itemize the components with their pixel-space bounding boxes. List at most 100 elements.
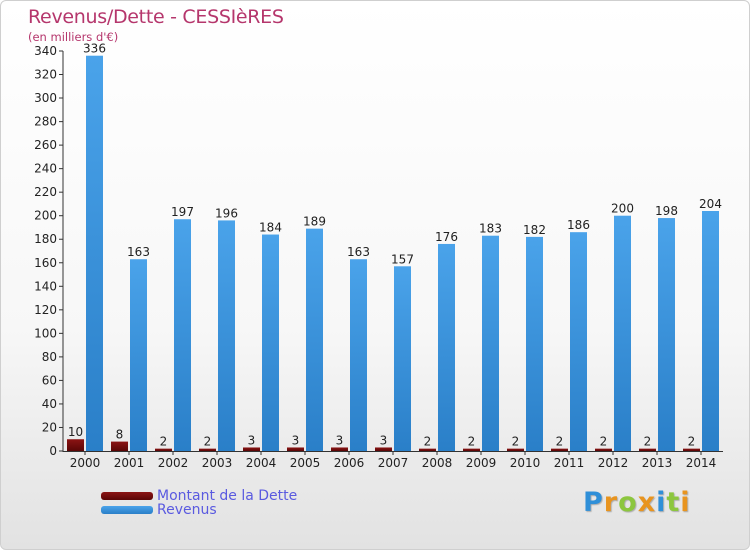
data-label-dette: 2 — [600, 435, 608, 449]
x-tick-label: 2005 — [290, 456, 321, 470]
data-label-dette: 3 — [336, 433, 344, 447]
x-tick-label: 2007 — [378, 456, 409, 470]
data-label-revenus: 189 — [303, 215, 326, 229]
bar-dette — [683, 448, 700, 451]
logo-letter: i — [680, 487, 691, 518]
legend-label-dette: Montant de la Dette — [157, 488, 298, 504]
data-label-dette: 2 — [424, 435, 432, 449]
y-tick-label: 280 — [34, 115, 57, 129]
logo-letter: t — [666, 487, 681, 518]
x-tick-label: 2009 — [466, 456, 497, 470]
y-tick-label: 100 — [34, 326, 57, 340]
proxiti-logo: P r o x i t i — [583, 487, 691, 518]
bar-dette — [463, 448, 480, 451]
x-tick-label: 2002 — [158, 456, 189, 470]
data-label-dette: 2 — [556, 435, 564, 449]
data-label-dette: 10 — [68, 425, 83, 439]
x-tick-label: 2008 — [422, 456, 453, 470]
y-tick-label: 40 — [42, 397, 57, 411]
y-tick-label: 20 — [42, 420, 57, 434]
bar-dette — [243, 447, 260, 451]
bar-revenus — [130, 259, 147, 451]
bar-revenus — [438, 243, 455, 451]
bar-dette — [331, 447, 348, 451]
data-label-revenus: 186 — [567, 218, 590, 232]
logo-letter: x — [637, 487, 657, 518]
data-label-dette: 2 — [644, 435, 652, 449]
x-tick-label: 2000 — [70, 456, 101, 470]
logo-letter: P — [583, 487, 604, 518]
logo-letter: o — [618, 487, 638, 518]
data-label-revenus: 336 — [83, 42, 106, 56]
y-tick-label: 300 — [34, 91, 57, 105]
legend-label-revenus: Revenus — [157, 502, 217, 518]
y-tick-label: 120 — [34, 303, 57, 317]
data-label-revenus: 198 — [655, 204, 678, 218]
data-label-dette: 3 — [380, 433, 388, 447]
bar-dette — [111, 441, 128, 451]
y-tick-label: 180 — [34, 232, 57, 246]
bar-revenus — [306, 228, 323, 451]
bar-revenus — [526, 236, 543, 451]
bar-dette — [375, 447, 392, 451]
y-tick-label: 260 — [34, 138, 57, 152]
bar-revenus — [86, 55, 103, 452]
bar-dette — [199, 448, 216, 451]
bar-revenus — [482, 235, 499, 451]
logo-letter: r — [603, 487, 619, 518]
y-tick-label: 240 — [34, 162, 57, 176]
y-tick-label: 0 — [49, 444, 57, 458]
data-label-dette: 2 — [160, 435, 168, 449]
data-label-dette: 2 — [688, 435, 696, 449]
bar-dette — [287, 447, 304, 451]
bar-dette — [595, 448, 612, 451]
x-tick-label: 2001 — [114, 456, 145, 470]
data-label-dette: 2 — [512, 435, 520, 449]
bar-revenus — [658, 218, 675, 451]
data-label-revenus: 183 — [479, 222, 502, 236]
data-label-revenus: 184 — [259, 221, 282, 235]
bar-revenus — [218, 220, 235, 451]
x-tick-label: 2011 — [554, 456, 585, 470]
data-label-revenus: 197 — [171, 205, 194, 219]
bar-dette — [419, 448, 436, 451]
bar-revenus — [570, 232, 587, 451]
data-label-revenus: 163 — [127, 245, 150, 259]
data-label-revenus: 176 — [435, 230, 458, 244]
y-tick-label: 320 — [34, 68, 57, 82]
y-tick-label: 140 — [34, 279, 57, 293]
y-tick-label: 200 — [34, 209, 57, 223]
x-tick-label: 2012 — [598, 456, 629, 470]
x-tick-label: 2006 — [334, 456, 365, 470]
data-label-revenus: 204 — [699, 197, 722, 211]
x-tick-label: 2010 — [510, 456, 541, 470]
y-tick-label: 220 — [34, 185, 57, 199]
bar-revenus — [394, 266, 411, 451]
legend-swatch-dette — [101, 492, 153, 500]
bar-revenus — [174, 219, 191, 451]
data-label-revenus: 200 — [611, 202, 634, 216]
bar-dette — [155, 448, 172, 451]
x-tick-label: 2013 — [642, 456, 673, 470]
bar-dette — [639, 448, 656, 451]
data-label-dette: 2 — [204, 435, 212, 449]
y-tick-label: 160 — [34, 256, 57, 270]
x-tick-label: 2014 — [686, 456, 717, 470]
y-tick-label: 340 — [34, 44, 57, 58]
bar-revenus — [350, 259, 367, 451]
data-label-dette: 3 — [292, 433, 300, 447]
data-label-dette: 2 — [468, 435, 476, 449]
bar-dette — [551, 448, 568, 451]
bar-dette — [507, 448, 524, 451]
y-tick-label: 60 — [42, 373, 57, 387]
data-label-revenus: 163 — [347, 245, 370, 259]
data-label-dette: 8 — [116, 428, 124, 442]
legend-item-revenus: Revenus — [101, 502, 217, 518]
y-tick-label: 80 — [42, 350, 57, 364]
legend-item-dette: Montant de la Dette — [101, 488, 298, 504]
x-tick-label: 2004 — [246, 456, 277, 470]
chart-title: Revenus/Dette - CESSIèRES — [28, 6, 284, 28]
chart-subtitle: (en milliers d'€) — [28, 30, 119, 44]
